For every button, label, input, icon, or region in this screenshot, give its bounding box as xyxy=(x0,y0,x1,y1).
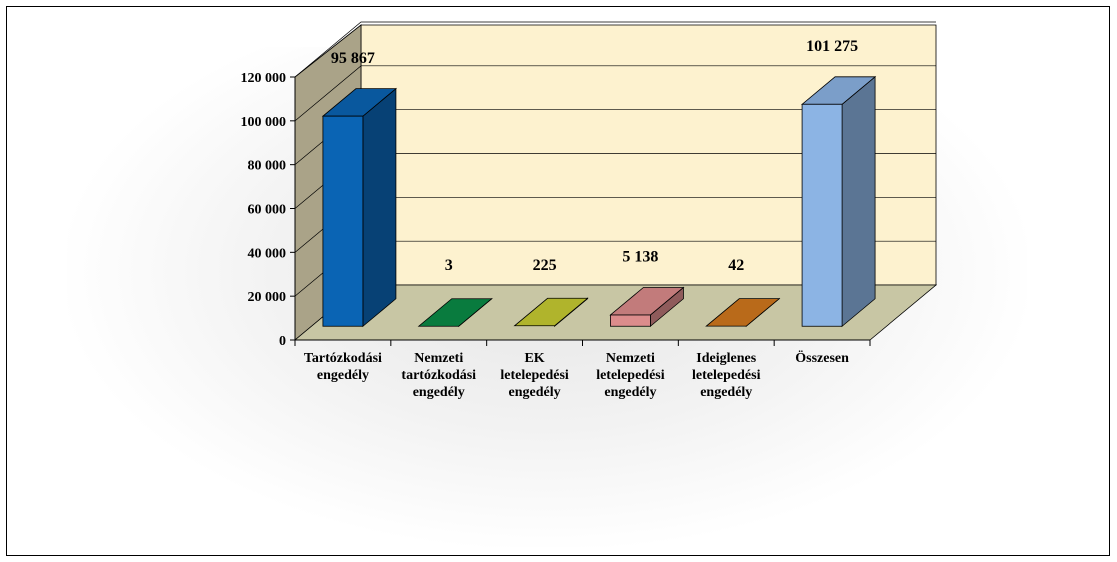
bar xyxy=(321,87,398,328)
y-tick-label: 0 xyxy=(279,334,286,349)
data-label: 225 xyxy=(533,257,557,274)
x-tick-label: Tartózkodási engedély xyxy=(304,351,382,383)
bar xyxy=(513,297,589,328)
y-axis-ticks: 0 20 000 40 000 60 000 80 000 100 000 120 000 xyxy=(241,71,295,349)
data-label: 95 867 xyxy=(331,50,375,67)
data-label: 5 138 xyxy=(622,249,658,266)
y-tick-label: 20 000 xyxy=(248,290,287,305)
x-axis-ticks xyxy=(294,340,871,346)
x-tick-label: EK letelepedési engedély xyxy=(500,351,569,400)
data-labels: 95 867 3 225 5 138 42 101 275 xyxy=(331,38,858,274)
x-tick-label: Összesen xyxy=(795,349,849,366)
y-tick-label: 60 000 xyxy=(248,203,287,218)
category-labels: Tartózkodási engedély Nemzeti tartózkodási e… xyxy=(304,349,849,400)
gridline xyxy=(294,21,936,78)
y-tick-label: 40 000 xyxy=(248,246,287,261)
y-tick-label: 120 000 xyxy=(241,71,287,86)
bars xyxy=(321,75,877,328)
y-tick-label: 80 000 xyxy=(248,159,287,174)
data-label: 101 275 xyxy=(806,38,858,55)
bar xyxy=(800,75,877,328)
x-tick-label: Ideiglenes letelepedési engedély xyxy=(692,351,761,400)
gridline xyxy=(294,65,936,122)
bar xyxy=(417,297,493,328)
bar xyxy=(609,286,685,328)
x-tick-label: Nemzeti tartózkodási engedély xyxy=(401,351,476,400)
y-tick-label: 100 000 xyxy=(241,115,287,130)
bar xyxy=(705,297,781,328)
data-label: 42 xyxy=(728,257,744,274)
x-tick-label: Nemzeti letelepedési engedély xyxy=(596,351,665,400)
data-label: 3 xyxy=(445,257,453,274)
